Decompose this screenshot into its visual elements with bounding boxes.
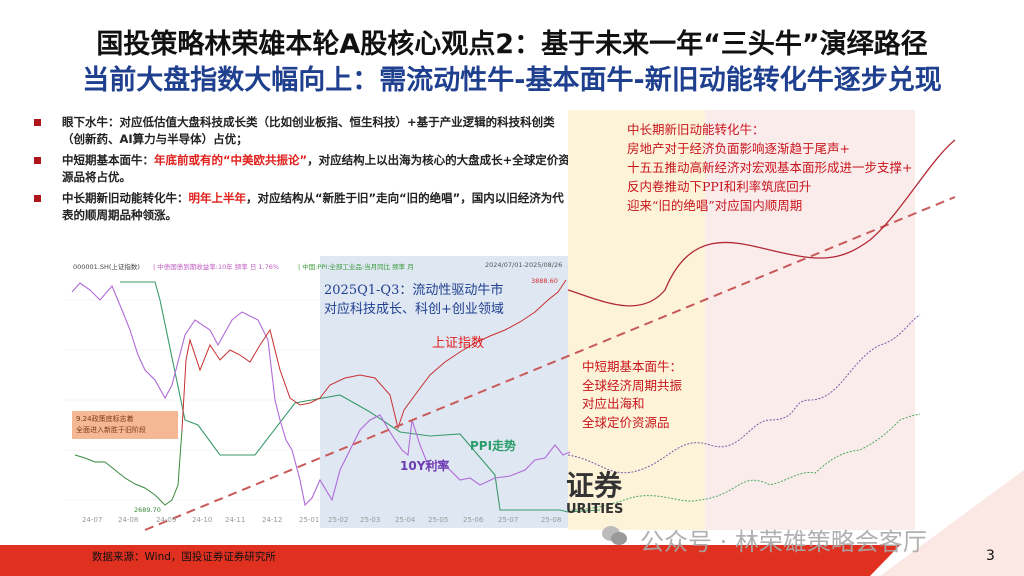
rate-line (71, 282, 571, 507)
legend-bond: | 中债国债到期收益率:10年 频率 日 1.76% (153, 263, 280, 271)
rate-projection (567, 314, 921, 474)
bullet-text: 中长期新旧动能转化牛： (62, 191, 189, 205)
annotation-line: 反内卷推动下PPI和利率筑底回升 (627, 179, 812, 194)
slide-subtitle: 当前大盘指数大幅向上：需流动性牛-基本面牛-新旧动能转化牛逐步兑现 (82, 65, 942, 96)
bullet-marker-icon (34, 157, 41, 164)
x-tick: 25-08 (541, 516, 562, 524)
annotation-line: 房地产对于经济负面影响逐渐趋于尾声+ (627, 141, 850, 156)
ppi-projection (567, 413, 921, 511)
bullet-highlight: 明年上半年 (188, 191, 247, 205)
corner-decoration (880, 470, 1024, 576)
index-label: 上证指数 (432, 336, 485, 351)
x-tick: 24-11 (225, 516, 246, 524)
x-tick: 24-10 (192, 516, 213, 524)
long-term-annotation: 中长期新旧动能转化牛： 房地产对于经济负面影响逐渐趋于尾声+ 十五五推动高新经济… (627, 120, 912, 215)
bullet-text: 眼下水牛：对应低估值大盘科技成长类（比如创业板指、恒生科技）+基于产业逻辑的科技… (62, 115, 555, 146)
bullet-item: 中短期基本面牛：年底前或有的“中美欧共振论”，对应结构上以出海为核心的大盘成长+… (32, 152, 572, 186)
footer-band (0, 545, 900, 576)
annotation-line: 迎来“旧的绝唱”对应国内顺周期 (627, 198, 803, 213)
annotation-line: 中长期新旧动能转化牛： (627, 122, 765, 137)
liquidity-subtitle: 对应科技成长、科创+创业领域 (324, 302, 504, 317)
mid-term-region (568, 110, 705, 530)
x-tick: 25-02 (328, 516, 349, 524)
rate-label: 10Y利率 (400, 459, 450, 473)
high-label: 3888.60 (531, 277, 558, 285)
bullet-marker-icon (34, 119, 41, 126)
annotation-line: 对应出海和 (582, 396, 645, 411)
bullet-marker-icon (34, 195, 41, 202)
x-tick: 25-04 (395, 516, 416, 524)
bullet-text: ，对应结构上以出海为核心的大盘成长+全球定价资源品将占优。 (62, 153, 570, 184)
date-range: 2024/07/01-2025/08/26 (485, 261, 563, 269)
long-term-region (705, 110, 915, 530)
x-tick: 24-07 (82, 516, 103, 524)
x-tick: 25-05 (428, 516, 449, 524)
trend-dashed-line (144, 196, 956, 531)
x-tick: 25-01 (299, 516, 320, 524)
legend-ppi: | 中国:PPI:全部工业品:当月同比 频率 月 (298, 263, 414, 271)
policy-box: 9.24政策底标志着 全面进入新胜于旧阶段 (72, 411, 178, 439)
bullet-list: 眼下水牛：对应低估值大盘科技成长类（比如创业板指、恒生科技）+基于产业逻辑的科技… (32, 114, 572, 228)
bullet-item: 眼下水牛：对应低估值大盘科技成长类（比如创业板指、恒生科技）+基于产业逻辑的科技… (32, 114, 572, 148)
watermark-logo-en: URITIES (566, 502, 624, 517)
liquidity-annotation: 2025Q1-Q3：流动性驱动牛市 对应科技成长、科创+创业领域 (324, 281, 504, 319)
slide-title: 国投策略林荣雄本轮A股核心观点2：基于未来一年“三头牛”演绎路径 (96, 29, 928, 60)
long-term-projection (567, 139, 956, 307)
policy-box-line: 全面进入新胜于旧阶段 (76, 426, 146, 434)
watermark-account: 公众号 · 林荣雄策略会客厅 (640, 528, 927, 556)
ppi-label: PPI走势 (470, 439, 517, 453)
liquidity-region (320, 256, 568, 528)
watermark-logo: 证券 (566, 469, 623, 502)
bullet-highlight: 年底前或有的“中美欧共振论” (154, 153, 308, 167)
page-number: 3 (986, 548, 995, 564)
x-tick: 25-03 (360, 516, 381, 524)
legend-index: 000001.SH(上证指数) (73, 263, 140, 271)
x-tick: 24-08 (118, 516, 139, 524)
x-tick: 25-07 (498, 516, 519, 524)
x-tick: 24-12 (262, 516, 283, 524)
policy-box-line: 9.24政策底标志着 (76, 415, 134, 423)
index-line (74, 279, 567, 506)
wechat-icon (602, 526, 628, 546)
x-tick: 24-09 (156, 516, 177, 524)
mid-term-annotation: 中短期基本面牛： 全球经济周期共振 对应出海和 全球定价资源品 (582, 358, 682, 432)
annotation-line: 十五五推动高新经济对宏观基本面形成进一步支撑+ (627, 160, 913, 175)
x-tick: 25-06 (463, 516, 484, 524)
ppi-line (120, 281, 601, 513)
low-label: 2689.70 (134, 506, 161, 514)
bullet-text: 中短期基本面牛： (62, 153, 154, 167)
source-note: 数据来源：Wind，国投证券证券研究所 (92, 551, 276, 563)
bullet-text: ，对应结构从“新胜于旧”走向“旧的绝唱”，国内以旧经济为代表的顺周期品种领涨。 (62, 191, 564, 222)
annotation-line: 全球经济周期共振 (582, 377, 683, 393)
bullet-item: 中长期新旧动能转化牛：明年上半年，对应结构从“新胜于旧”走向“旧的绝唱”，国内以… (32, 190, 572, 224)
liquidity-title: 2025Q1-Q3：流动性驱动牛市 (324, 283, 504, 298)
annotation-line: 中短期基本面牛： (582, 359, 683, 374)
annotation-line: 全球定价资源品 (582, 414, 670, 430)
